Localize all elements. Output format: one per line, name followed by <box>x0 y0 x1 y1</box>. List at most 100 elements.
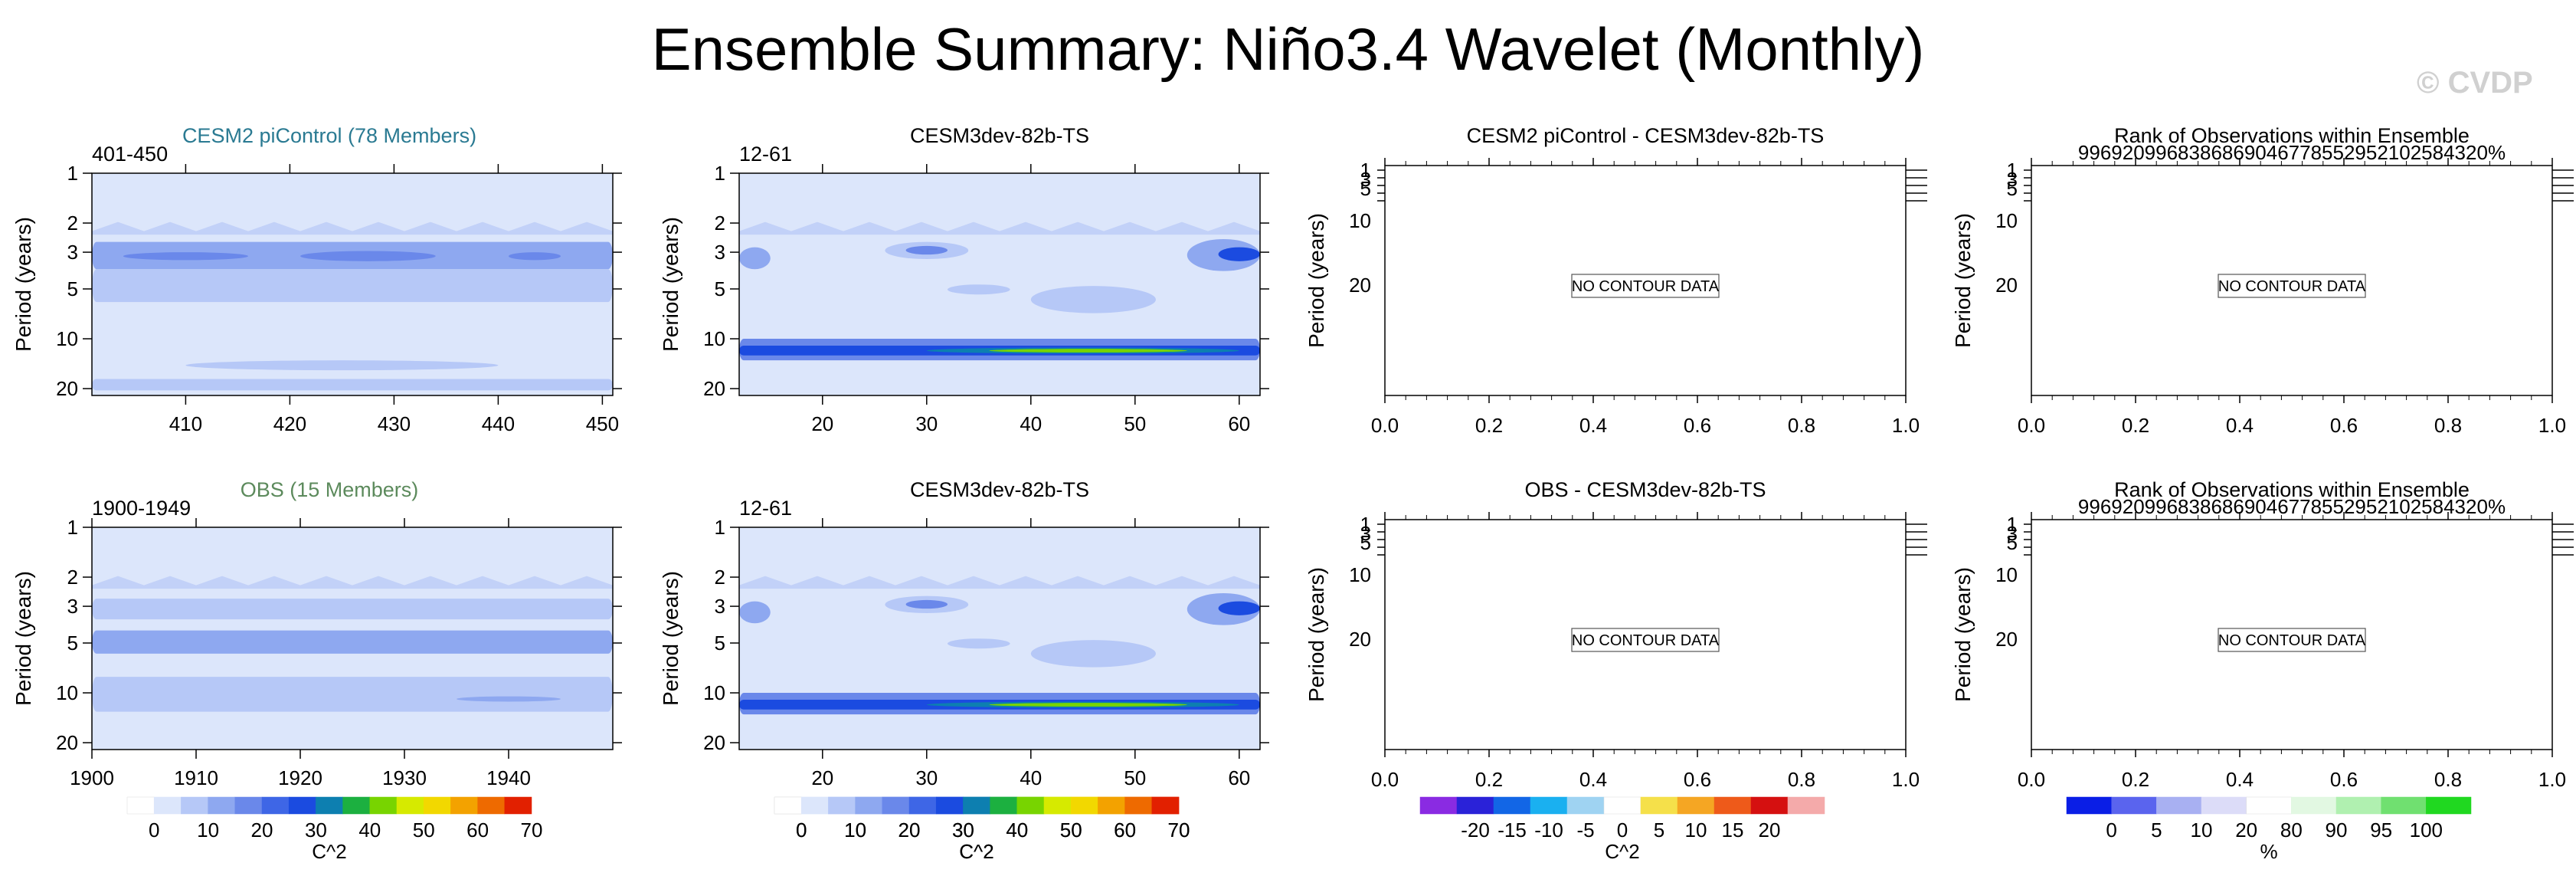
xtick-label-rank1-3: 0.6 <box>2330 414 2358 437</box>
contour-model1-6 <box>1218 247 1260 261</box>
xtick-label-control-430: 430 <box>378 412 411 435</box>
colorbar-diff2: -20 -15 -10 -5 0 5 10 15 20 C^2 <box>1419 796 1825 863</box>
xtick-label-model1-20: 20 <box>811 412 833 435</box>
no-data-box-rank2 <box>2218 628 2366 652</box>
ytick-label-obs-10: 10 <box>56 681 78 704</box>
colorbar-swatch-rank2-4 <box>2246 796 2292 815</box>
ytick-label-diff1-10: 10 <box>1349 209 1371 232</box>
colorbar-label-obs-7: 70 <box>521 819 543 842</box>
panel-period-model2: 12-61 <box>739 497 792 520</box>
xtick-label-diff1-4: 0.8 <box>1788 414 1815 437</box>
ytick-label-model2-3: 3 <box>715 595 725 618</box>
colorbar-model2: 0 10 20 30 40 50 60 70 C^2 <box>774 796 1190 863</box>
colorbar-swatch-model2-7 <box>963 796 990 815</box>
cvdp-watermark: © CVDP <box>2417 66 2533 100</box>
colorbar-label-model1-7: 70 <box>1168 819 1190 842</box>
panel-period-model1: 12-61 <box>739 143 792 166</box>
xtick-label-rank1-1: 0.2 <box>2122 414 2149 437</box>
contour-control-2 <box>300 251 436 261</box>
panel-period-obs: 1900-1949 <box>92 497 191 520</box>
panel-rank1: 135 10 20 0.0 0.2 0.4 0.6 0.8 1.0 NO CONTOUR DATA… <box>1951 124 2574 437</box>
colorbar-swatch-diff2-6 <box>1640 796 1678 815</box>
ylabel-model2: Period (years) <box>659 571 682 706</box>
ytick-label-model1-10: 10 <box>703 327 725 350</box>
ytick-label-control-2: 2 <box>67 212 78 235</box>
ytick-label-model1-1: 1 <box>715 162 725 185</box>
contour-model2-2 <box>905 599 948 609</box>
contours-control <box>92 221 613 391</box>
xtick-label-rank2-0: 0.0 <box>2018 768 2045 791</box>
contour-obs-0 <box>92 599 613 620</box>
colorbar-swatch-obs-9 <box>369 796 398 815</box>
ytick-label-diff2-1: 1 <box>1360 513 1371 536</box>
contour-model2-3 <box>948 638 1010 649</box>
ytick-label-model2-20: 20 <box>703 731 725 754</box>
colorbar-swatch-obs-2 <box>181 796 208 815</box>
colorbar-swatch-rank2-1 <box>2111 796 2157 815</box>
xtick-label-rank1-4: 0.8 <box>2434 414 2462 437</box>
colorbar-swatch-rank2-6 <box>2335 796 2381 815</box>
xtick-label-rank1-5: 1.0 <box>2538 414 2566 437</box>
xtick-label-model2-30: 30 <box>915 766 938 789</box>
colorbar-swatch-obs-3 <box>208 796 236 815</box>
no-data-label-diff1: NO CONTOUR DATA <box>1572 278 1720 295</box>
xtick-label-diff1-0: 0.0 <box>1371 414 1399 437</box>
ytick-label-control-1: 1 <box>67 162 78 185</box>
no-data-label-diff2: NO CONTOUR DATA <box>1572 632 1720 649</box>
colorbar-label-model1-2: 20 <box>898 819 921 842</box>
panel-title-control: CESM2 piControl (78 Members) <box>182 124 476 147</box>
ytick-label-model1-2: 2 <box>715 212 725 235</box>
contour-control-4 <box>92 269 613 303</box>
ytick-label-obs-2: 2 <box>67 566 78 589</box>
xtick-label-diff1-1: 0.2 <box>1475 414 1503 437</box>
ytick-label-diff2-10: 10 <box>1349 563 1371 586</box>
colorbar-label-obs-3: 30 <box>305 819 327 842</box>
colorbar-swatch-obs-5 <box>261 796 290 815</box>
page-title: Ensemble Summary: Niño3.4 Wavelet (Month… <box>651 15 1925 83</box>
panel-period-control: 401-450 <box>92 143 168 166</box>
colorbar-label-obs-2: 20 <box>251 819 273 842</box>
plot-background-model1 <box>739 173 1260 395</box>
colorbar-swatch-rank2-2 <box>2156 796 2202 815</box>
contour-band-control <box>92 221 613 235</box>
xtick-label-model2-50: 50 <box>1124 766 1146 789</box>
xtick-label-obs-1940: 1940 <box>486 766 531 789</box>
ylabel-obs: Period (years) <box>11 571 35 706</box>
colorbar-swatch-diff2-3 <box>1530 796 1568 815</box>
colorbar-swatch-model2-8 <box>990 796 1018 815</box>
colorbar-swatch-obs-11 <box>423 796 451 815</box>
colorbar-swatch-diff2-2 <box>1493 796 1531 815</box>
ytick-label-rank2-1: 1 <box>2007 513 2018 536</box>
colorbar-label-model2-5: 50 <box>1060 819 1082 842</box>
colorbar-label-model2-3: 30 <box>952 819 974 842</box>
ytick-label-diff2-5: 5 <box>1360 531 1371 554</box>
plot-frame-obs <box>91 527 614 750</box>
colorbar-label-rank2-7: 100 <box>2410 819 2443 842</box>
xtick-label-model2-40: 40 <box>1020 766 1042 789</box>
colorbar-swatch-model2-2 <box>828 796 856 815</box>
panel-control: 1 2 3 5 10 20 410 420 430 440 450 CESM2 piControl (… <box>11 124 622 435</box>
contour-control-5 <box>185 360 499 371</box>
ytick-label-obs-3: 3 <box>67 595 78 618</box>
colorbar-label-diff2-7: 15 <box>1722 819 1744 842</box>
colorbar-title-model1: C^2 <box>959 840 993 863</box>
xtick-label-diff2-1: 0.2 <box>1475 768 1503 791</box>
xtick-label-rank1-0: 0.0 <box>2018 414 2045 437</box>
ytick-label-rank2-3: 3 <box>2007 522 2018 545</box>
ytick-label-rank1-20: 20 <box>1995 274 2018 297</box>
ytick-label-model1-5: 5 <box>715 277 725 300</box>
colorbar-swatch-diff2-4 <box>1566 796 1605 815</box>
colorbar-label-model1-1: 10 <box>844 819 866 842</box>
colorbar-swatch-diff2-5 <box>1603 796 1642 815</box>
colorbar-swatch-obs-0 <box>126 796 155 815</box>
ytick-label-rank2-20: 20 <box>1995 628 2018 651</box>
colorbar-swatch-model2-12 <box>1098 796 1125 815</box>
colorbar-label-diff2-4: 0 <box>1617 819 1628 842</box>
xtick-label-diff1-3: 0.6 <box>1684 414 1711 437</box>
colorbar-swatch-model2-14 <box>1151 796 1180 815</box>
contour-control-1 <box>123 252 248 261</box>
ytick-label-model2-1: 1 <box>715 516 725 539</box>
ytick-label-rank1-1: 1 <box>2007 159 2018 182</box>
